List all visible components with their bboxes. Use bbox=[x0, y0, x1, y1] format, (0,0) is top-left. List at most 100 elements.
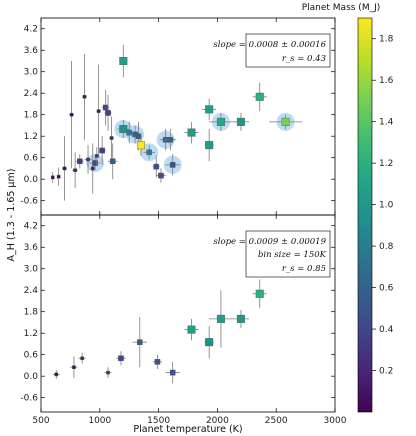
point-marker bbox=[281, 117, 290, 126]
point-marker bbox=[54, 372, 59, 377]
data-point bbox=[204, 129, 214, 162]
point-marker bbox=[102, 104, 109, 111]
x-tick-label: 500 bbox=[32, 416, 49, 426]
point-marker bbox=[216, 314, 225, 323]
data-point bbox=[96, 64, 101, 158]
data-point bbox=[50, 172, 55, 183]
data-point bbox=[98, 136, 106, 165]
top-x-axis bbox=[40, 18, 336, 215]
point-marker bbox=[255, 92, 264, 101]
data-point bbox=[184, 318, 199, 341]
point-marker bbox=[153, 163, 160, 170]
bottom-annotation-line-3: r_s = 0.85 bbox=[282, 264, 326, 274]
colorbar-tick-label: 0.6 bbox=[379, 284, 394, 294]
top-annotation-line-1: slope = 0.0008 ± 0.00016 bbox=[213, 40, 326, 50]
top-points bbox=[50, 44, 303, 201]
data-point bbox=[269, 114, 303, 130]
data-point bbox=[116, 351, 126, 366]
point-marker bbox=[158, 172, 164, 179]
data-point bbox=[84, 145, 92, 174]
point-marker bbox=[118, 355, 124, 362]
point-marker bbox=[167, 136, 174, 143]
data-point bbox=[130, 125, 140, 144]
data-point bbox=[152, 354, 163, 370]
point-marker bbox=[146, 149, 152, 156]
x-tick-label: 2000 bbox=[206, 416, 229, 426]
bottom-plot-frame bbox=[40, 214, 336, 413]
point-marker bbox=[187, 128, 196, 137]
top-y-axis: -0.6 0.0 0.6 1.2 1.8 2.4 3.0 3.6 4.2 bbox=[20, 25, 335, 207]
y-tick-label: 4.2 bbox=[24, 222, 38, 232]
data-point bbox=[82, 53, 87, 140]
data-point bbox=[209, 290, 233, 348]
point-marker bbox=[69, 112, 74, 117]
data-point bbox=[119, 44, 128, 78]
y-tick-label: 3.6 bbox=[24, 243, 39, 253]
data-point bbox=[75, 154, 84, 169]
bottom-y-axis: -0.6 0.0 0.6 1.2 1.8 2.4 3.0 3.6 4.2 bbox=[20, 222, 335, 404]
colorbar-tick-label: 1.6 bbox=[379, 76, 394, 86]
point-marker bbox=[119, 125, 128, 134]
point-marker bbox=[236, 314, 245, 323]
point-marker bbox=[169, 162, 176, 168]
data-point bbox=[104, 95, 112, 131]
data-point bbox=[104, 367, 112, 378]
x-tick-label: 3000 bbox=[324, 416, 347, 426]
point-marker bbox=[105, 110, 111, 116]
point-marker bbox=[73, 168, 77, 173]
point-marker bbox=[96, 109, 101, 113]
data-point bbox=[136, 134, 145, 156]
data-point bbox=[109, 116, 114, 160]
point-marker bbox=[56, 174, 61, 179]
point-marker bbox=[92, 160, 98, 166]
data-point bbox=[184, 121, 199, 144]
y-tick-label: 1.8 bbox=[24, 111, 39, 121]
colorbar: Planet Mass (M_J) 0.2 0.4 0.6 0.8 1.0 1.2 1.4 1… bbox=[302, 3, 394, 413]
data-point bbox=[69, 60, 74, 169]
data-point bbox=[52, 370, 60, 379]
data-point bbox=[90, 143, 96, 194]
point-marker bbox=[135, 133, 142, 140]
point-marker bbox=[86, 157, 90, 162]
y-tick-label: 1.2 bbox=[24, 132, 38, 142]
colorbar-tick-label: 1.0 bbox=[379, 201, 394, 211]
colorbar-tick-label: 1.4 bbox=[379, 118, 394, 128]
data-point bbox=[108, 143, 118, 180]
data-point bbox=[165, 154, 180, 176]
x-tick-label: 1500 bbox=[147, 416, 170, 426]
point-marker bbox=[72, 365, 76, 370]
data-point bbox=[78, 352, 86, 364]
y-tick-label: 4.2 bbox=[24, 25, 38, 35]
point-marker bbox=[187, 325, 196, 334]
colorbar-tick-label: 0.2 bbox=[379, 367, 393, 377]
point-marker bbox=[109, 136, 114, 140]
point-marker bbox=[50, 175, 55, 180]
data-point bbox=[132, 317, 147, 368]
colorbar-tick-label: 1.2 bbox=[379, 159, 393, 169]
point-marker bbox=[169, 369, 176, 376]
colorbar-title: Planet Mass (M_J) bbox=[302, 3, 381, 13]
point-marker bbox=[82, 94, 87, 99]
y-tick-label: 2.4 bbox=[24, 286, 39, 296]
bottom-annotation-line-2: bin size = 150K bbox=[258, 250, 327, 260]
x-tick-label: 1000 bbox=[88, 416, 111, 426]
bottom-panel: -0.6 0.0 0.6 1.2 1.8 2.4 3.0 3.6 4.2 500 1000 1500… bbox=[20, 214, 347, 426]
data-point bbox=[252, 82, 267, 112]
bottom-annotation-box bbox=[245, 230, 331, 278]
point-marker bbox=[216, 117, 225, 126]
point-marker bbox=[205, 105, 214, 114]
y-tick-label: 3.0 bbox=[24, 68, 39, 78]
point-marker bbox=[119, 56, 128, 65]
y-tick-label: 0.0 bbox=[24, 372, 39, 382]
data-point bbox=[89, 155, 101, 171]
top-annotation-line-2: r_s = 0.43 bbox=[282, 54, 326, 64]
y-tick-label: 0.6 bbox=[24, 351, 39, 361]
point-marker bbox=[77, 158, 83, 165]
point-marker bbox=[154, 359, 161, 365]
point-marker bbox=[90, 166, 95, 171]
point-marker bbox=[205, 141, 214, 150]
data-point bbox=[232, 112, 250, 131]
y-tick-label: 1.8 bbox=[24, 308, 39, 318]
x-axis-label: Planet temperature (K) bbox=[133, 424, 242, 435]
